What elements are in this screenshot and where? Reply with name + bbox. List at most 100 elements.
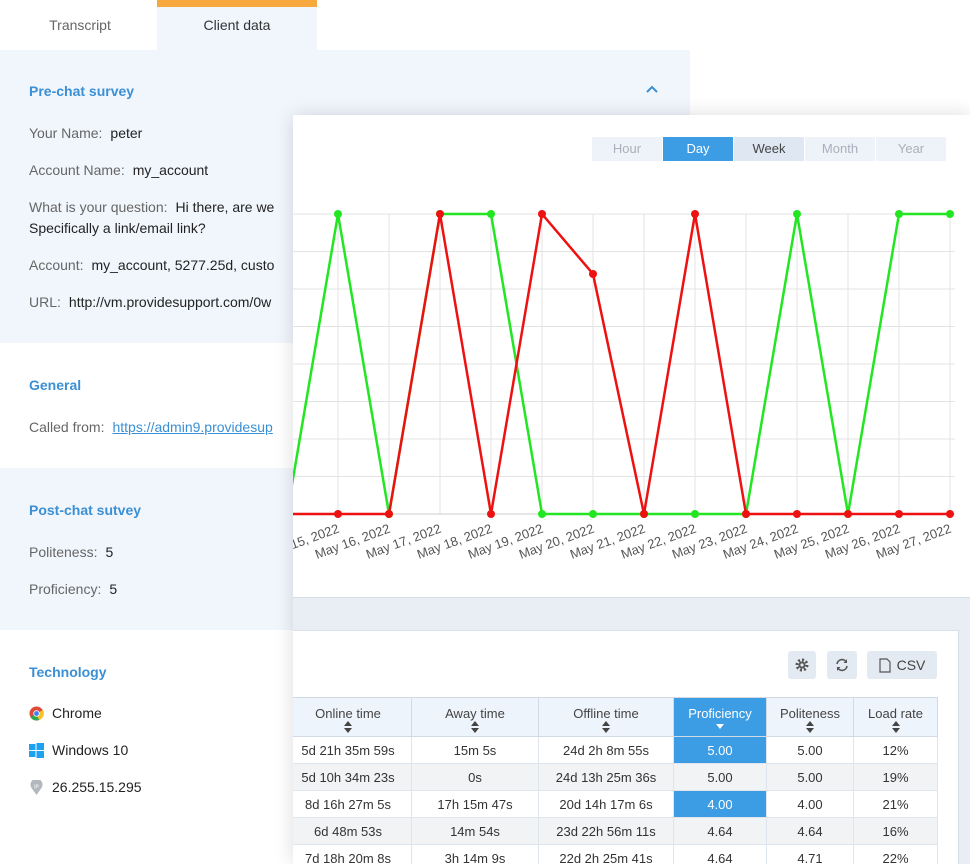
general-section: General Called from: https://admin9.provi… [0, 343, 690, 468]
value: my_account [132, 162, 209, 178]
period-button[interactable]: Day [663, 137, 733, 161]
tech-value: Chrome [52, 705, 102, 721]
header-label: Load rate [868, 706, 923, 721]
collapse-icon[interactable] [645, 84, 659, 94]
table-cell: 4.71 [766, 844, 854, 864]
column-header[interactable]: Load rate [853, 697, 938, 737]
value: Specifically a link/email link? [29, 220, 206, 236]
column-header[interactable]: Away time [411, 697, 539, 737]
table-cell: 5.00 [766, 736, 854, 764]
sort-arrow [891, 728, 900, 733]
table-cell: 4.00 [766, 790, 854, 818]
data-point [487, 210, 495, 218]
sort-arrow [471, 728, 479, 733]
table-cell: 24d 13h 25m 36s [538, 763, 674, 791]
stats-table: Online time Away time Offline time Proficie… [293, 697, 938, 864]
field: What is your question: Hi there, are we [29, 199, 274, 215]
table-cell: 4.00 [673, 790, 767, 818]
svg-text:IP: IP [34, 784, 39, 790]
data-point [334, 510, 342, 518]
label: Politeness: [29, 544, 98, 560]
data-point [538, 510, 546, 518]
field: Specifically a link/email link? [29, 220, 206, 236]
settings-button[interactable] [788, 651, 816, 679]
table-card: CSV Online time Away time Offline time Prof… [293, 630, 959, 864]
table-cell: 14m 54s [411, 817, 539, 845]
table-cell: 5.00 [673, 736, 767, 764]
period-button[interactable]: Month [805, 137, 875, 161]
header-row: Online time Away time Offline time Proficie… [293, 697, 938, 737]
tab[interactable]: Transcript [49, 17, 111, 33]
value: peter [110, 125, 143, 141]
button-label: CSV [896, 657, 926, 673]
section-title: Pre-chat survey [29, 83, 135, 99]
tech-value: Windows 10 [52, 742, 129, 758]
section-title: Post-chat sutvey [29, 502, 142, 518]
data-point [334, 210, 342, 218]
tech-item: Chrome [29, 705, 102, 721]
tech-item: IP 26.255.15.295 [29, 779, 142, 795]
table-cell: 19% [853, 763, 938, 791]
value: 5 [105, 544, 114, 560]
sort-icon [891, 721, 900, 733]
table-cell: 5d 21h 35m 59s [293, 736, 412, 764]
ip-icon: IP [30, 779, 43, 795]
field: Account Name: my_account [29, 162, 208, 178]
data-point [691, 510, 699, 518]
label: Called from: [29, 419, 105, 435]
field: URL: http://vm.providesupport.com/0w [29, 294, 271, 310]
column-header[interactable]: Politeness [766, 697, 854, 737]
field: Politeness: 5 [29, 544, 113, 560]
period-button[interactable]: Hour [592, 137, 662, 161]
field: Your Name: peter [29, 125, 142, 141]
header-label: Away time [445, 706, 505, 721]
table-cell: 12% [853, 736, 938, 764]
column-header[interactable]: Offline time [538, 697, 674, 737]
windows-icon [29, 742, 44, 758]
data-point [946, 210, 954, 218]
tab[interactable]: Client data [157, 0, 317, 50]
table-cell: 5.00 [673, 763, 767, 791]
period-button[interactable]: Year [876, 137, 946, 161]
data-point [844, 510, 852, 518]
label: What is your question: [29, 199, 168, 215]
table-cell: 7d 18h 20m 8s [293, 844, 412, 864]
table-cell: 5d 10h 34m 23s [293, 763, 412, 791]
table-cell: 20d 14h 17m 6s [538, 790, 674, 818]
sort-arrow [716, 724, 724, 729]
column-header[interactable]: Online time [293, 697, 412, 737]
table-cell: 21% [853, 790, 938, 818]
tech-value: 26.255.15.295 [52, 779, 142, 795]
field: Called from: https://admin9.providesup [29, 419, 273, 435]
table-cell: 23d 22h 56m 11s [538, 817, 674, 845]
table-cell: 17h 15m 47s [411, 790, 539, 818]
data-point [385, 510, 393, 518]
sort-arrow [891, 721, 900, 726]
table-cell: 0s [411, 763, 539, 791]
table-cell: 4.64 [673, 817, 767, 845]
data-point [538, 210, 546, 218]
data-point [691, 210, 699, 218]
data-point [640, 510, 648, 518]
period-button[interactable]: Week [734, 137, 804, 161]
label: Account Name: [29, 162, 125, 178]
sort-arrow [806, 721, 814, 726]
refresh-button[interactable] [827, 651, 857, 679]
sort-icon [471, 721, 479, 733]
field: Proficiency: 5 [29, 581, 117, 597]
data-point [793, 510, 801, 518]
table-cell: 15m 5s [411, 736, 539, 764]
link[interactable]: https://admin9.providesup [112, 419, 273, 435]
table-cell: 4.64 [673, 844, 767, 864]
table-cell: 6d 48m 53s [293, 817, 412, 845]
data-point [742, 510, 750, 518]
csv-button[interactable]: CSV [867, 651, 937, 679]
value: Hi there, are we [175, 199, 275, 215]
tab-bar: Transcript Client data [0, 0, 690, 50]
sort-icon [344, 721, 352, 733]
chrome-icon [29, 706, 44, 720]
value: my_account, 5277.25d, custo [91, 257, 275, 273]
column-header[interactable]: Proficiency [673, 697, 767, 737]
